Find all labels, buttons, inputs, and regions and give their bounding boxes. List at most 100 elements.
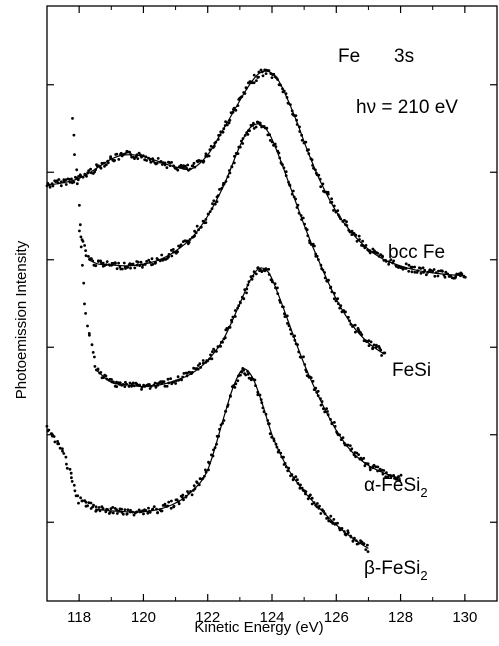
data-point bbox=[375, 345, 378, 349]
data-point bbox=[323, 512, 327, 516]
data-point bbox=[382, 469, 386, 472]
data-point bbox=[53, 440, 57, 444]
data-point bbox=[45, 424, 49, 428]
data-point bbox=[215, 442, 218, 446]
annotation-element: Fe bbox=[338, 46, 360, 67]
data-point bbox=[352, 453, 356, 457]
data-point bbox=[186, 163, 190, 167]
data-point bbox=[237, 304, 241, 308]
data-point bbox=[259, 398, 263, 401]
data-point bbox=[265, 126, 269, 130]
data-point bbox=[293, 338, 297, 342]
data-point bbox=[250, 81, 254, 85]
data-point bbox=[93, 170, 96, 174]
data-point bbox=[176, 168, 180, 172]
data-point bbox=[126, 266, 129, 269]
data-point bbox=[199, 159, 203, 163]
data-point bbox=[353, 536, 356, 540]
data-point bbox=[292, 195, 296, 199]
data-point bbox=[236, 104, 240, 107]
data-point bbox=[374, 343, 378, 347]
data-point bbox=[321, 182, 325, 186]
data-point bbox=[374, 465, 378, 469]
data-point bbox=[355, 451, 359, 455]
data-point bbox=[240, 95, 244, 98]
data-point bbox=[62, 452, 66, 455]
data-point bbox=[181, 495, 184, 499]
data-point bbox=[283, 312, 286, 316]
data-point bbox=[368, 468, 372, 472]
data-point bbox=[319, 185, 323, 189]
data-point bbox=[169, 377, 173, 380]
data-point bbox=[413, 265, 416, 269]
data-point bbox=[68, 467, 72, 471]
data-point bbox=[180, 165, 183, 169]
data-point bbox=[236, 152, 240, 156]
data-point bbox=[156, 157, 160, 160]
data-point bbox=[329, 418, 332, 421]
data-point bbox=[455, 272, 459, 276]
data-point bbox=[384, 475, 388, 479]
data-point bbox=[371, 347, 374, 351]
data-point bbox=[319, 403, 323, 407]
data-point bbox=[142, 512, 145, 516]
data-point bbox=[463, 275, 467, 279]
data-point bbox=[230, 320, 234, 324]
data-point bbox=[312, 501, 316, 505]
data-point bbox=[121, 383, 125, 386]
data-point bbox=[285, 314, 289, 318]
data-point bbox=[167, 253, 171, 256]
data-point bbox=[131, 510, 135, 514]
data-point bbox=[201, 359, 205, 362]
data-point bbox=[48, 183, 51, 187]
data-point bbox=[141, 265, 144, 269]
data-point bbox=[147, 258, 151, 262]
data-point bbox=[344, 310, 347, 314]
data-point bbox=[260, 125, 263, 129]
data-point bbox=[90, 257, 93, 261]
data-point bbox=[182, 498, 185, 502]
data-point bbox=[138, 383, 142, 387]
data-point bbox=[368, 466, 372, 469]
data-point bbox=[407, 269, 411, 273]
data-point bbox=[425, 273, 428, 277]
data-point bbox=[146, 511, 150, 515]
data-point bbox=[347, 315, 350, 319]
data-point bbox=[222, 419, 226, 422]
data-point bbox=[233, 315, 237, 318]
data-point bbox=[156, 258, 160, 261]
data-point bbox=[354, 539, 358, 542]
data-point bbox=[333, 425, 337, 428]
data-point bbox=[292, 113, 296, 117]
data-point bbox=[224, 410, 228, 413]
data-point bbox=[77, 501, 80, 505]
data-point bbox=[349, 322, 353, 326]
series-label-main: β-FeSi bbox=[364, 558, 420, 579]
data-point bbox=[102, 161, 106, 165]
data-point bbox=[150, 257, 154, 261]
data-point bbox=[238, 145, 242, 149]
data-point bbox=[149, 160, 153, 164]
data-point bbox=[84, 500, 88, 504]
data-point bbox=[114, 261, 117, 265]
data-point bbox=[384, 260, 388, 263]
data-point bbox=[260, 401, 264, 405]
data-point bbox=[71, 117, 74, 120]
data-point bbox=[351, 324, 355, 328]
data-point bbox=[239, 373, 242, 377]
plot-frame bbox=[46, 5, 498, 602]
data-point bbox=[141, 263, 145, 267]
data-point bbox=[136, 157, 140, 161]
plot-frame-rect bbox=[46, 5, 498, 602]
data-point bbox=[128, 381, 132, 385]
data-point bbox=[385, 471, 388, 474]
data-point bbox=[255, 79, 258, 82]
data-point bbox=[84, 249, 87, 253]
data-point bbox=[237, 374, 240, 378]
data-point bbox=[421, 266, 425, 270]
data-point bbox=[221, 130, 225, 134]
data-point bbox=[101, 507, 105, 510]
data-point bbox=[99, 166, 103, 170]
data-point bbox=[59, 180, 63, 184]
data-point bbox=[256, 120, 260, 124]
